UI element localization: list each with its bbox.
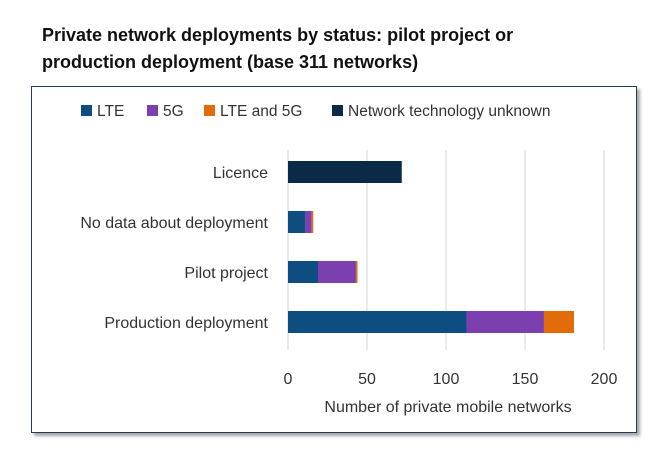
bar-segment — [318, 261, 356, 283]
bar-segment — [288, 261, 319, 283]
legend-label: LTE — [97, 103, 124, 120]
legend-label: LTE and 5G — [220, 103, 302, 120]
bar-segment — [288, 211, 306, 233]
category-label: Licence — [213, 165, 268, 182]
legend-label: Network technology unknown — [348, 103, 550, 120]
bar-segment — [288, 311, 467, 333]
x-tick-label: 0 — [284, 371, 293, 388]
bar-segment — [543, 311, 574, 333]
legend-swatch — [204, 105, 215, 116]
bar-segment — [305, 211, 312, 233]
bar-segment — [466, 311, 544, 333]
chart-title-line-2: production deployment (base 311 networks… — [42, 52, 419, 72]
chart-title-line-1: Private network deployments by status: p… — [42, 25, 514, 45]
category-label: Pilot project — [184, 265, 268, 282]
legend-label: 5G — [163, 103, 184, 120]
x-tick-label: 150 — [512, 371, 539, 388]
legend-swatch — [147, 105, 158, 116]
bar-segment — [288, 161, 402, 183]
chart-title: Private network deployments by status: p… — [42, 22, 642, 76]
chart-frame — [31, 86, 637, 433]
category-label: No data about deployment — [80, 215, 268, 232]
x-tick-label: 200 — [591, 371, 618, 388]
x-tick-label: 50 — [358, 371, 376, 388]
bar-segment — [311, 211, 314, 233]
legend-swatch — [332, 105, 343, 116]
bar-segment — [355, 261, 358, 283]
category-label: Production deployment — [104, 315, 268, 332]
x-tick-label: 100 — [433, 371, 460, 388]
x-axis-title: Number of private mobile networks — [324, 399, 571, 416]
legend-swatch — [81, 105, 92, 116]
